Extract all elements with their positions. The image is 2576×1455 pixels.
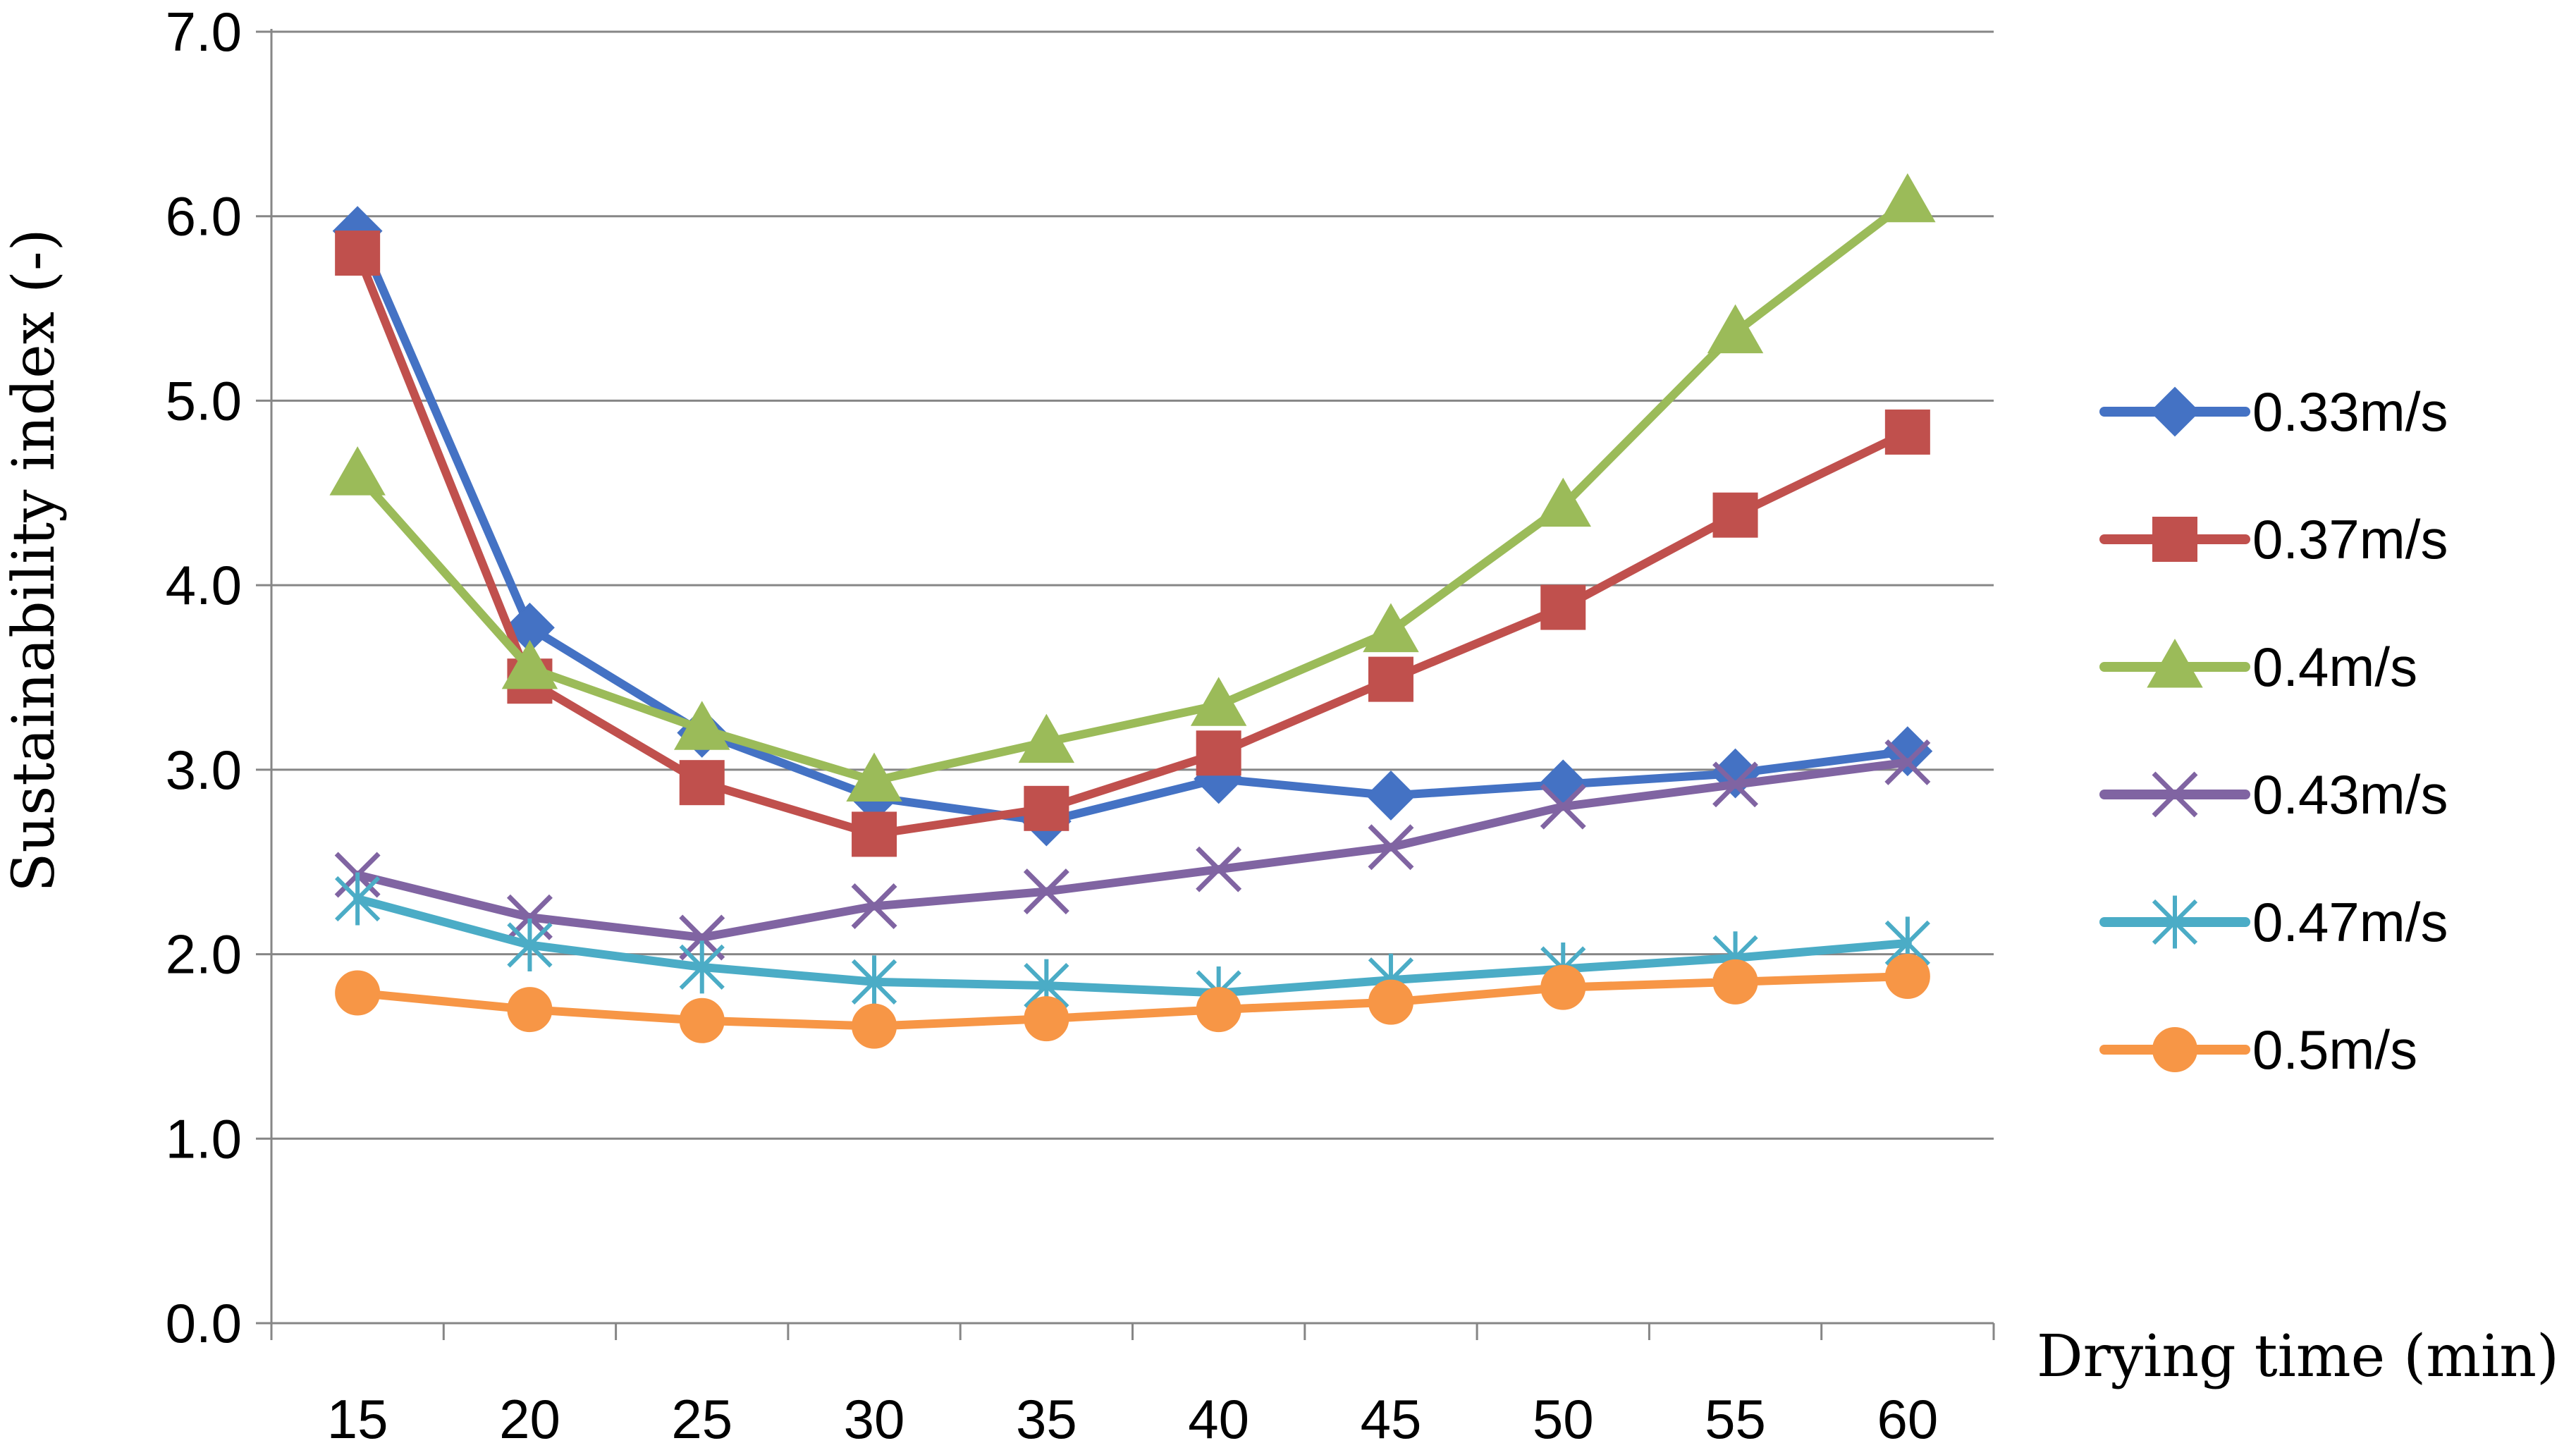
series-line [353,197,1912,785]
series-line [353,758,1912,943]
y-tick-label: 7.0 [166,1,242,63]
data-point [846,752,902,802]
series-0.5m/s [335,953,1930,1049]
legend-label: 0.37m/s [2252,508,2448,570]
data-point [1712,761,1759,808]
y-tick-label: 3.0 [166,739,242,801]
series-line [353,895,1912,997]
x-tick-label: 50 [1533,1388,1594,1450]
y-tick-label: 0.0 [166,1292,242,1354]
data-point [674,701,730,750]
series-0.33m/s [332,206,1933,847]
legend-marker [2152,517,2197,562]
x-tick-label: 35 [1016,1388,1077,1450]
data-point [1018,713,1075,763]
x-axis-title: Drying time (min) [2037,1323,2559,1390]
x-tick-label: 55 [1705,1388,1766,1450]
legend: 0.33m/s 0.37m/s 0.4m/s 0.43m/s 0.47m/s 0.5m/s [2099,381,2448,1081]
data-point [852,811,897,857]
series-lines [329,173,1936,1049]
y-tick-label: 2.0 [166,923,242,986]
data-point [1024,785,1069,831]
data-point [1196,987,1241,1033]
data-point [1363,603,1419,653]
x-tick-label: 40 [1188,1388,1249,1450]
gridlines [271,30,1994,1140]
data-point [1196,730,1241,776]
x-tick-labels: 15 20 25 30 35 40 45 50 55 60 [327,1388,1938,1450]
data-point [1024,996,1069,1042]
data-point [1884,739,1931,785]
legend-label: 0.33m/s [2252,381,2448,443]
legend-label: 0.43m/s [2252,763,2448,825]
legend-marker [2147,638,2203,688]
series-0.47m/s [335,872,1930,1020]
data-point [1368,656,1413,702]
series-line [353,971,1912,1031]
y-tick-label: 5.0 [166,369,242,431]
series-0.37m/s [335,231,1930,857]
data-point [1712,959,1758,1005]
data-point [852,1003,897,1049]
legend-marker [2152,895,2198,949]
y-tick-label: 6.0 [166,185,242,247]
data-point [1368,979,1413,1025]
series-0.4m/s [329,173,1936,802]
data-point [1540,584,1586,630]
data-point [335,970,381,1016]
data-point [1196,846,1242,892]
legend-label: 0.4m/s [2252,636,2417,698]
data-point [679,997,725,1043]
data-point [1023,868,1069,915]
data-point [1190,677,1247,726]
legend-entry: 0.47m/s [2099,891,2448,953]
legend-entry: 0.4m/s [2099,636,2417,698]
data-point [1366,771,1416,821]
legend-marker [2152,1027,2197,1072]
data-point [679,940,725,994]
legend-marker [2149,386,2200,437]
x-tick-label: 45 [1361,1388,1422,1450]
legend-marker [2152,771,2198,818]
x-tick-label: 25 [671,1388,732,1450]
data-point [1540,783,1586,830]
data-point [335,872,381,926]
data-point [1712,492,1758,538]
data-point [1535,477,1591,527]
data-point [1707,304,1764,354]
x-tick-label: 20 [499,1388,560,1450]
data-point [851,955,897,1009]
y-tick-labels: 0.0 1.0 2.0 3.0 4.0 5.0 6.0 7.0 [166,1,242,1354]
data-point [1879,173,1936,223]
series-line [353,226,1912,826]
legend-label: 0.5m/s [2252,1019,2417,1081]
data-point [851,883,897,930]
data-point [507,987,553,1033]
y-tick-label: 4.0 [166,554,242,616]
legend-entry: 0.33m/s [2099,381,2448,443]
x-tick-label: 60 [1877,1388,1938,1450]
legend-entry: 0.5m/s [2099,1019,2417,1081]
series-line [353,249,1912,839]
data-point [679,760,725,806]
legend-label: 0.47m/s [2252,891,2448,953]
data-point [1884,409,1930,455]
data-point [1540,964,1586,1010]
y-axis-title: Sustainability index (-) [1,228,68,892]
x-tick-label: 15 [327,1388,388,1450]
data-point [335,231,381,276]
axes [256,29,1995,1340]
legend-entry: 0.43m/s [2099,763,2448,825]
data-point [1884,953,1930,999]
data-point [329,446,386,496]
x-tick-label: 30 [844,1388,905,1450]
y-tick-label: 1.0 [166,1107,242,1169]
data-point [1368,824,1414,871]
data-point [501,639,558,689]
data-point [507,918,553,971]
legend-entry: 0.37m/s [2099,508,2448,570]
